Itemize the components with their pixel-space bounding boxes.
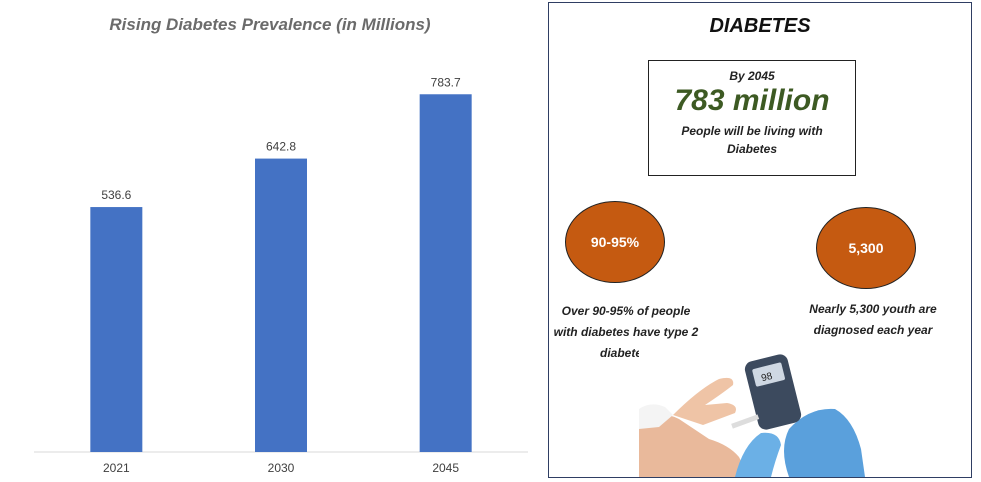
bar-2045 bbox=[419, 94, 472, 452]
test-strip bbox=[731, 414, 760, 429]
data-label-2021: 536.6 bbox=[101, 188, 131, 202]
info-title: DIABETES bbox=[709, 15, 811, 37]
bar-group: 536.6 2021 642.8 2030 783.7 2045 bbox=[90, 75, 472, 475]
type2-percentage-oval: 90-95% bbox=[565, 201, 665, 283]
type2-percentage-value: 90-95% bbox=[590, 234, 640, 250]
glove-hand-right bbox=[784, 408, 865, 477]
data-label-2030: 642.8 bbox=[266, 140, 296, 154]
youth-count-oval: 5,300 bbox=[816, 207, 916, 289]
stat-box: By 2045 783 million People will be livin… bbox=[648, 60, 856, 176]
data-label-2045: 783.7 bbox=[431, 75, 461, 89]
meter-screen bbox=[752, 362, 785, 387]
stat-year: By 2045 bbox=[729, 69, 775, 83]
hand-shape bbox=[639, 414, 749, 477]
youth-caption: Nearly 5,300 youth are diagnosed each ye… bbox=[809, 302, 937, 337]
x-tick-label-2045: 2045 bbox=[432, 461, 459, 475]
diabetes-info-panel: DIABETES By 2045 783 million People will… bbox=[548, 2, 972, 478]
chart-title: Rising Diabetes Prevalence (in Millions) bbox=[109, 15, 431, 34]
finger-shape bbox=[673, 377, 736, 425]
bar-2021 bbox=[90, 207, 143, 452]
x-tick-label-2030: 2030 bbox=[268, 461, 295, 475]
glucose-test-photo: 98 bbox=[639, 349, 871, 477]
meter-reading: 98 bbox=[760, 371, 774, 384]
bar-2030 bbox=[255, 158, 307, 453]
bar-chart-panel: Rising Diabetes Prevalence (in Millions)… bbox=[34, 15, 528, 475]
sleeve-shape bbox=[639, 404, 673, 429]
bar-chart: Rising Diabetes Prevalence (in Millions)… bbox=[34, 15, 528, 475]
youth-count-value: 5,300 bbox=[848, 240, 884, 256]
stat-headline: 783 million bbox=[674, 84, 830, 117]
glove-hand-left bbox=[735, 432, 781, 477]
x-tick-label-2021: 2021 bbox=[103, 461, 130, 475]
stat-description: People will be living with Diabetes bbox=[681, 124, 823, 156]
